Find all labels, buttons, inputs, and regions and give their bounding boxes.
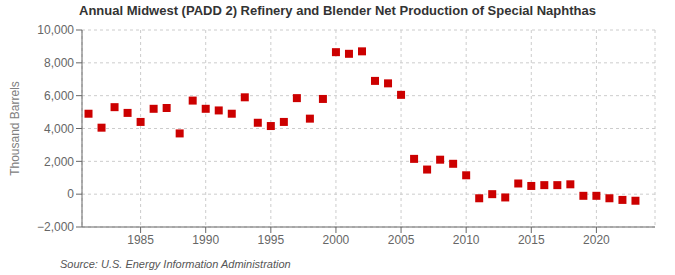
svg-text:2015: 2015 [518,233,545,247]
svg-text:1990: 1990 [192,233,219,247]
svg-text:2000: 2000 [323,233,350,247]
svg-text:2020: 2020 [583,233,610,247]
svg-text:2005: 2005 [388,233,415,247]
svg-text:6,000: 6,000 [44,89,74,103]
svg-text:2010: 2010 [453,233,480,247]
svg-text:−2,000: −2,000 [37,220,74,234]
svg-text:10,000: 10,000 [37,23,74,37]
html-text:Annual Midwest (PADD 2) Refine: Annual Midwest (PADD 2) Refinery and Ble… [79,3,596,18]
svg-text:4,000: 4,000 [44,122,74,136]
svg-text:2,000: 2,000 [44,155,74,169]
svg-text:1985: 1985 [127,233,154,247]
svg-text:1995: 1995 [257,233,284,247]
svg-text:0: 0 [67,187,74,201]
html-text:Source: U.S. Energy Informatio: Source: U.S. Energy Information Administ… [60,258,291,270]
svg-text:Thousand Barrels: Thousand Barrels [8,81,22,176]
svg-text:8,000: 8,000 [44,56,74,70]
